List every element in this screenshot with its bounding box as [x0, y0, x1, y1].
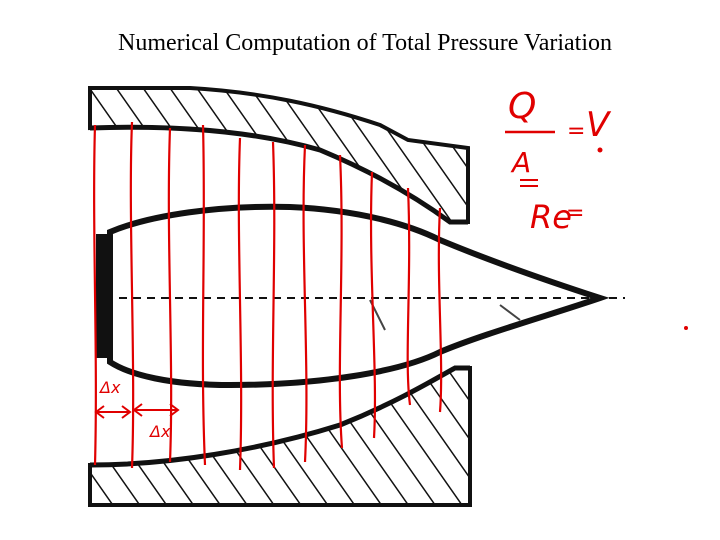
upper-wall [88, 86, 470, 224]
formula-equals: = [567, 119, 585, 144]
dx-arrows [94, 403, 180, 419]
center-body [107, 203, 610, 389]
center-body-base [96, 234, 112, 358]
formula-q: Q [508, 86, 536, 127]
formula-equals-2: = [566, 201, 584, 226]
slide-title: Numerical Computation of Total Pressure … [117, 30, 612, 56]
formula-annotation: Q A = V Re = [505, 86, 688, 330]
formula-v: V [586, 105, 612, 145]
dx-label-2: Δx [148, 422, 171, 441]
grid-lines [93, 121, 443, 471]
dx-label-1: Δx [98, 378, 121, 397]
formula-re: Re [530, 198, 572, 236]
formula-a: A [510, 146, 531, 179]
